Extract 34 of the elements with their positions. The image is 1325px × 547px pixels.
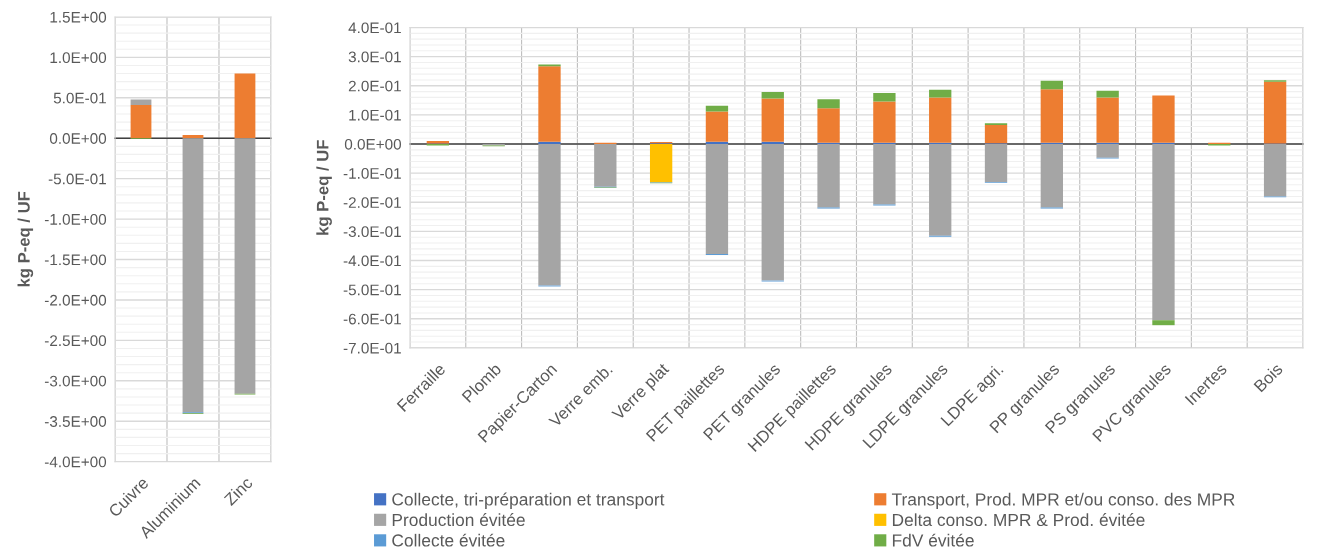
legend-label: Delta conso. MPR & Prod. évitée: [892, 513, 1145, 527]
y-tick-label: -2.0E-01: [343, 197, 401, 208]
legend-label: Collecte, tri-préparation et transport: [392, 492, 665, 509]
y-tick-label: -1.0E-01: [343, 168, 401, 179]
legend-label: Transport, Prod. MPR et/ou conso. des MPR: [891, 492, 1235, 509]
y-tick-label: -3.0E+00: [44, 375, 107, 387]
legend-label: Collecte évitée: [392, 533, 505, 547]
x-tick-label: Bois: [1253, 362, 1284, 393]
y-tick-label: 4.0E-01: [348, 22, 401, 34]
y-tick-label: -2.0E+00: [44, 294, 107, 306]
y-tick-label: -5.0E-01: [343, 284, 401, 296]
y-tick-label: -3.5E+00: [44, 416, 107, 427]
legend-label: FdV évitée: [892, 533, 974, 547]
y-tick-label: 1.5E+00: [50, 11, 107, 23]
y-tick-label: -1.0E+00: [44, 213, 107, 225]
y-tick-label: -5.0E-01: [48, 173, 106, 185]
y-tick-label: -2.5E+00: [44, 335, 107, 347]
y-tick-label: -3.0E-01: [343, 226, 401, 238]
y-tick-label: 0.0E+00: [344, 138, 402, 150]
y-tick-label: -4.0E+00: [44, 456, 107, 468]
y-tick-label: -1.5E+00: [44, 254, 107, 266]
y-tick-label: 1.0E-01: [349, 109, 401, 121]
y-tick-label: 3.0E-01: [348, 51, 401, 63]
y-tick-label: 5.0E-01: [53, 92, 106, 104]
y-tick-label: -7.0E-01: [343, 342, 401, 354]
x-tick-label: Zinc: [223, 475, 254, 507]
y-axis-title: kg P-eq / UF: [316, 140, 332, 235]
y-tick-label: 1.0E+00: [50, 52, 107, 64]
y-tick-label: -6.0E-01: [343, 313, 401, 325]
legend-label: Production évitée: [392, 513, 525, 527]
y-tick-label: 2.0E-01: [348, 80, 401, 92]
y-axis-title: kg P-eq / UF: [17, 191, 34, 287]
y-tick-label: -4.0E-01: [343, 255, 401, 267]
y-tick-label: 0.0E+00: [49, 133, 107, 144]
